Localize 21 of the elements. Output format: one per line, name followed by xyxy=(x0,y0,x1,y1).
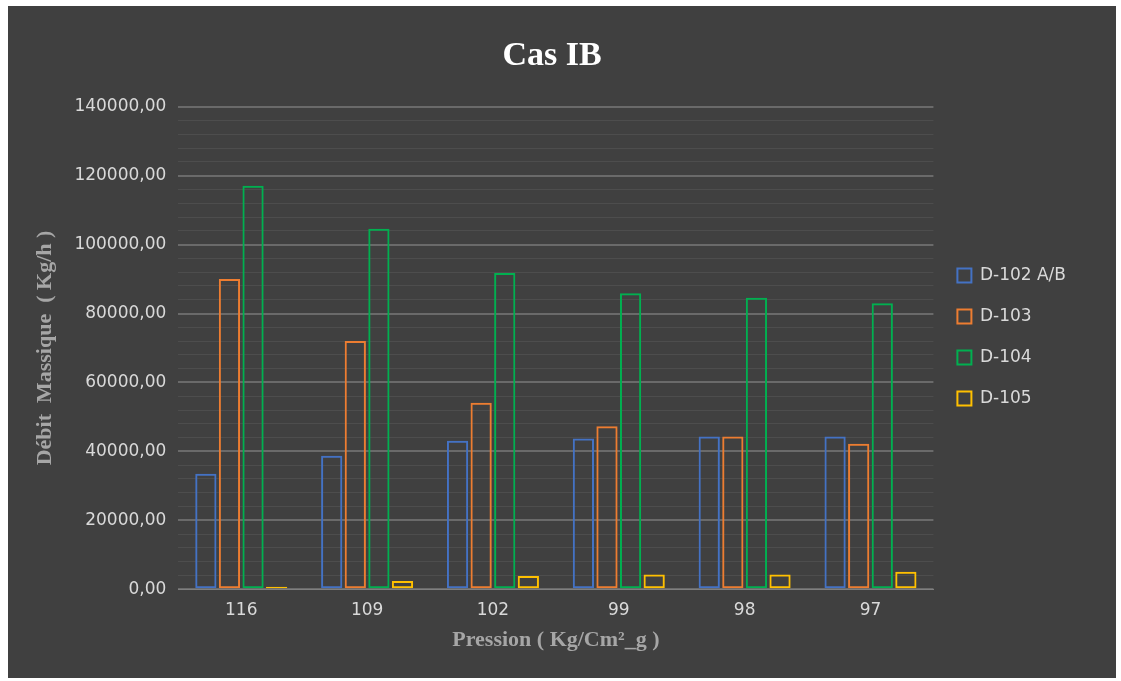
y-axis-title: Débit Massique ( Kg/h ) xyxy=(30,230,56,466)
x-axis-title: Pression ( Kg/Cm²_g ) xyxy=(452,626,660,652)
y-tick-label: 40000,00 xyxy=(85,439,167,460)
chart-title: Cas IB xyxy=(502,35,602,73)
y-tick-label: 140000,00 xyxy=(74,95,167,116)
x-tick-label: 102 xyxy=(476,598,510,619)
x-tick-label: 98 xyxy=(733,598,756,619)
y-tick-label: 100000,00 xyxy=(74,233,167,254)
y-tick-label: 120000,00 xyxy=(74,164,167,185)
y-tick-label: 0,00 xyxy=(128,577,167,598)
y-tick-label: 20000,00 xyxy=(85,508,167,529)
x-tick-label: 97 xyxy=(859,598,882,619)
y-tick-label: 60000,00 xyxy=(85,370,167,391)
x-tick-label: 99 xyxy=(607,598,630,619)
legend-label: D-103 xyxy=(979,304,1032,325)
legend-label: D-102 A/B xyxy=(979,263,1067,284)
y-tick-label: 80000,00 xyxy=(85,301,167,322)
x-tick-label: 116 xyxy=(225,598,258,619)
legend-label: D-105 xyxy=(979,386,1032,407)
legend-label: D-104 xyxy=(979,345,1032,366)
x-tick-label: 109 xyxy=(350,598,384,619)
